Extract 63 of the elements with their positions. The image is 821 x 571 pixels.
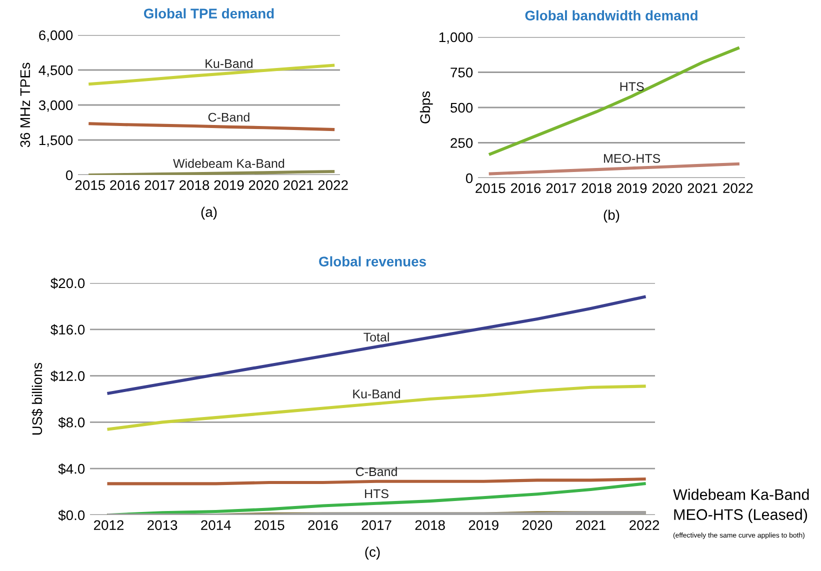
- x-tick-label: 2018: [415, 520, 445, 530]
- y-tick-label: 0: [66, 170, 73, 180]
- series-label: HTS: [365, 489, 388, 498]
- x-tick-label: 2019: [214, 180, 244, 190]
- x-tick-label: 2021: [688, 183, 718, 194]
- y-tick-label: $0.0: [58, 510, 85, 521]
- text: Widebeam Ka-Band: [673, 488, 809, 500]
- x-tick-label: 2017: [144, 180, 174, 190]
- x-tick-label: 2017: [362, 520, 392, 530]
- chart-title: Global revenues: [319, 256, 426, 266]
- y-axis-title: US$ billions: [32, 362, 43, 435]
- series-label: C-Band: [208, 112, 250, 122]
- x-tick-label: 2022: [723, 183, 753, 194]
- chart-title: Global TPE demand: [144, 8, 274, 18]
- y-tick-label: 750: [450, 68, 473, 78]
- x-tick-label: 2014: [201, 520, 231, 530]
- series-label: HTS: [620, 82, 644, 91]
- y-axis-title: Gbps: [420, 91, 433, 124]
- series-label: Total: [364, 332, 389, 342]
- chart-title: Global bandwidth demand: [525, 10, 698, 20]
- y-tick-label: 6,000: [39, 30, 73, 42]
- x-tick-label: 2015: [254, 520, 284, 530]
- x-axis-title: (b): [604, 210, 620, 223]
- x-axis-title: (a): [201, 206, 217, 220]
- series-label: Ku-Band: [353, 389, 400, 398]
- y-tick-label: 250: [450, 138, 473, 148]
- x-tick-label: 2022: [630, 520, 660, 530]
- x-tick-label: 2021: [576, 520, 606, 530]
- y-tick-label: 3,000: [38, 100, 73, 112]
- x-tick-label: 2018: [180, 180, 210, 190]
- series-label: MEO-HTS (Leased): [674, 508, 808, 523]
- x-tick-label: 2020: [652, 183, 682, 194]
- y-tick-label: $4.0: [58, 463, 85, 475]
- x-tick-label: 2015: [476, 183, 506, 194]
- y-tick-label: $8.0: [58, 416, 85, 428]
- y-tick-label: $20.0: [50, 278, 85, 289]
- x-tick-label: 2018: [582, 183, 612, 194]
- y-tick-label: 4,500: [38, 65, 73, 77]
- x-tick-label: 2015: [75, 180, 106, 190]
- series-label: Widebeam Ka-Band: [173, 158, 284, 168]
- x-tick-label: 2020: [522, 520, 552, 530]
- series-label: C-Band: [356, 466, 397, 476]
- x-tick-label: 2021: [284, 180, 314, 190]
- x-tick-label: 2013: [148, 520, 178, 530]
- series-label: Ku-Band: [206, 58, 252, 68]
- x-tick-label: 2016: [308, 520, 338, 530]
- x-tick-label: 2019: [468, 520, 498, 530]
- x-tick-label: 2016: [510, 183, 541, 194]
- x-tick-label: 2019: [617, 183, 647, 194]
- x-tick-label: 2020: [248, 180, 279, 190]
- y-tick-label: 1,000: [439, 32, 473, 44]
- series-label: MEO-HTS: [604, 154, 660, 163]
- y-tick-label: 0: [466, 173, 473, 184]
- x-axis-title: (c): [365, 546, 380, 560]
- x-tick-label: 2016: [110, 180, 140, 190]
- y-tick-label: 500: [450, 102, 473, 113]
- y-tick-label: $16.0: [50, 324, 85, 336]
- x-tick-label: 2012: [94, 520, 124, 530]
- y-axis-title: 36 MHz TPEs: [20, 62, 30, 148]
- y-tick-label: $12.0: [50, 370, 85, 382]
- y-tick-label: 1,500: [39, 135, 73, 147]
- x-tick-label: 2022: [318, 180, 348, 190]
- x-tick-label: 2017: [546, 183, 576, 194]
